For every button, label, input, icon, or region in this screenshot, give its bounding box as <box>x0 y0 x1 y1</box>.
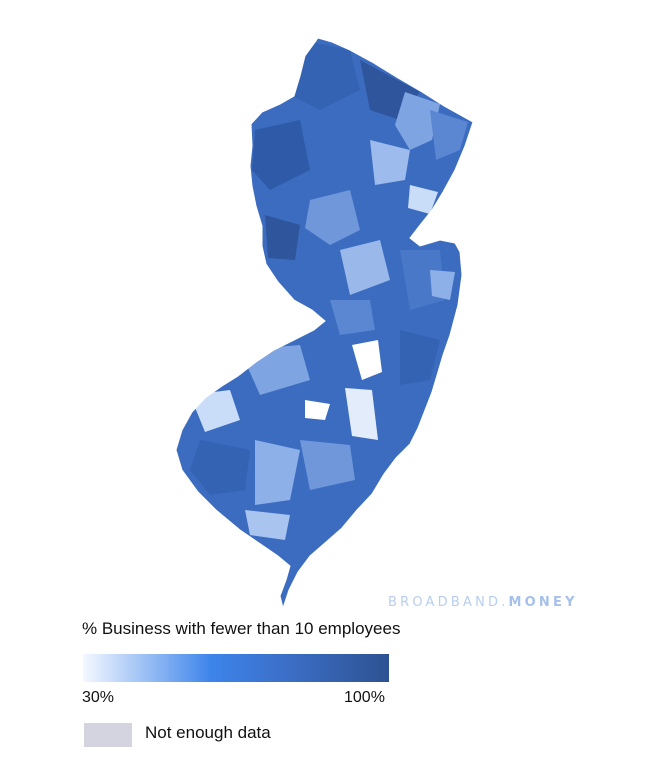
region-shore-light <box>430 270 455 300</box>
watermark-part2: MONEY <box>508 595 578 610</box>
region-bergen <box>430 110 468 160</box>
region-gap-1 <box>352 340 382 380</box>
legend-title: % Business with fewer than 10 employees <box>82 619 401 638</box>
broadband-money-watermark: BROADBAND.MONEY <box>388 595 578 610</box>
region-south-light <box>245 510 290 540</box>
region-northeast-light <box>395 92 440 150</box>
region-northwest <box>290 40 360 110</box>
region-somerset <box>305 190 360 245</box>
no-data-swatch <box>84 723 132 747</box>
region-middlesex-light <box>340 240 390 295</box>
region-gap-2 <box>345 388 378 440</box>
region-cumberland-light <box>255 440 300 505</box>
no-data-label: Not enough data <box>145 723 271 742</box>
choropleth-map <box>175 37 474 609</box>
region-cumberland <box>190 440 250 495</box>
region-mercer <box>330 300 375 335</box>
region-west <box>252 120 310 190</box>
county-subdivisions <box>176 38 473 608</box>
region-urban-light <box>370 140 410 185</box>
legend-gradient-bar <box>83 654 389 682</box>
region-hunterdon <box>265 215 300 260</box>
watermark-part1: BROADBAND. <box>388 595 509 610</box>
region-ocean <box>400 330 440 385</box>
region-gap-3 <box>305 400 330 420</box>
legend-min-label: 30% <box>82 689 115 706</box>
legend-max-label: 100% <box>344 689 385 706</box>
region-hudson-pale <box>408 185 438 214</box>
region-atlantic <box>300 440 355 490</box>
